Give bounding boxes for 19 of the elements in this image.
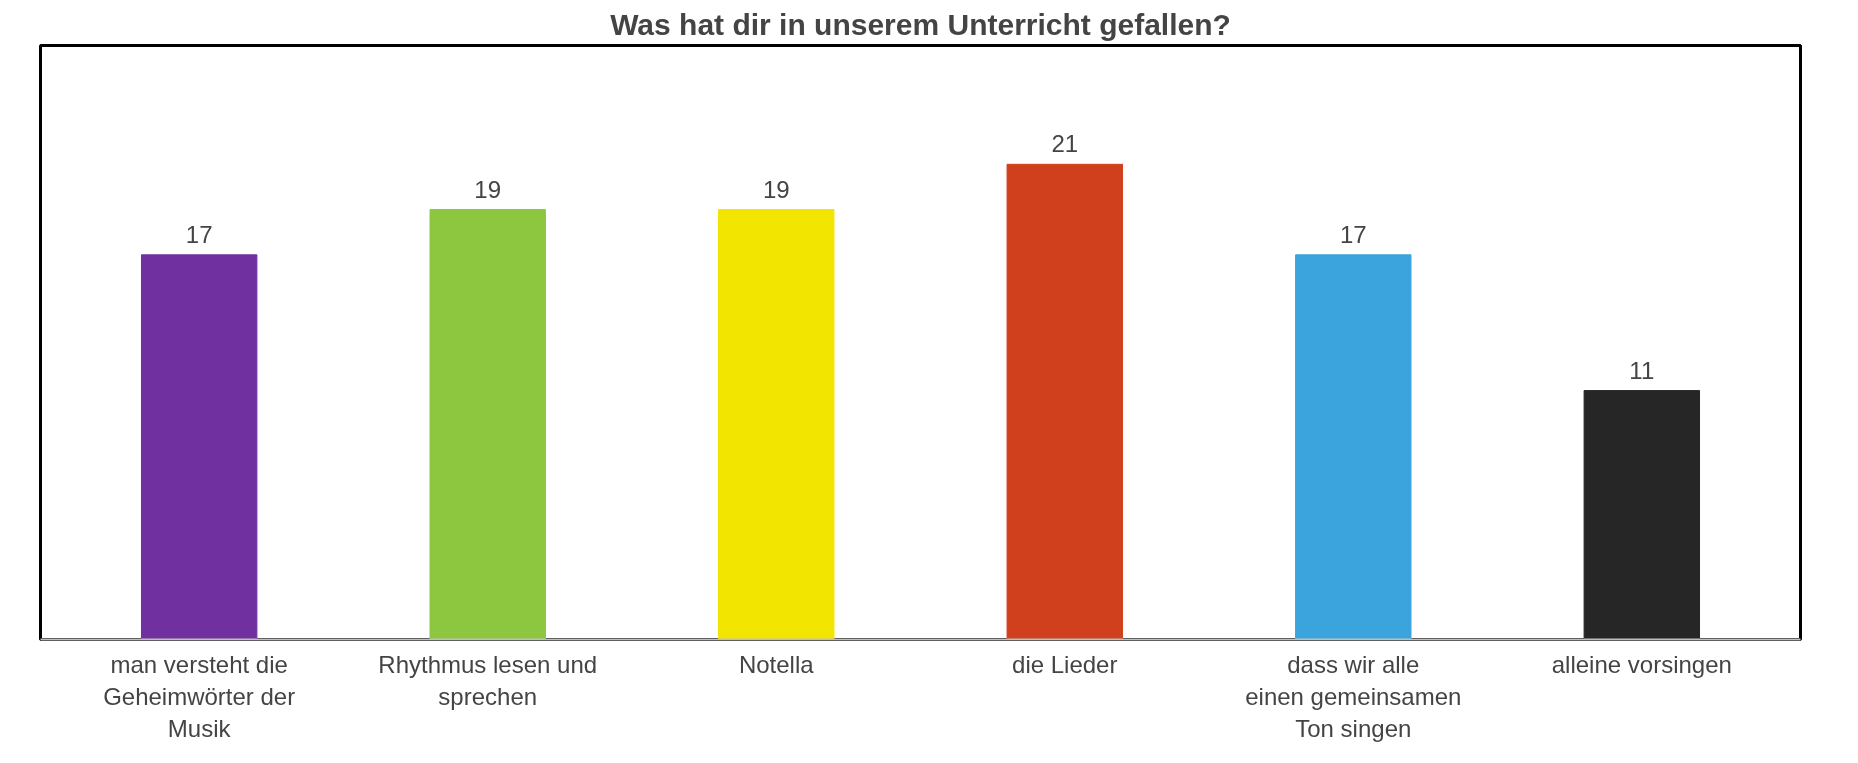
data-label: 17 [1339, 220, 1367, 248]
data-label: 11 [1629, 356, 1655, 384]
x-tick-label: Rhythmus lesen und sprechen [378, 650, 598, 710]
data-label: 19 [762, 175, 790, 203]
x-tick-label: dass wir alle einen gemeinsamen Ton singen [1245, 650, 1462, 743]
x-tick-label: die Lieder [1012, 650, 1118, 678]
x-tick-label: Notella [738, 650, 815, 678]
bar [1006, 163, 1123, 640]
data-label: 17 [185, 220, 213, 248]
bar [1583, 390, 1701, 640]
x-tick-label: alleine vorsingen [1551, 650, 1732, 678]
bar [140, 254, 258, 640]
data-label: 21 [1051, 130, 1079, 158]
bar [1295, 254, 1412, 640]
data-label: 19 [474, 175, 502, 203]
x-tick-label: man versteht die Geheimwörter der Musik [103, 650, 296, 743]
bar [429, 209, 546, 640]
bar [718, 209, 835, 640]
chart-title: Was hat dir in unserem Unterricht gefallen? [610, 7, 1231, 41]
